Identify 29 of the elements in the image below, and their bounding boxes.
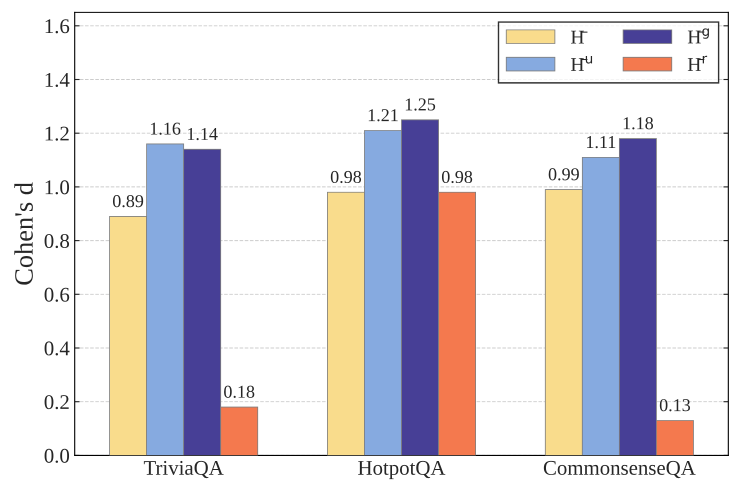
y-tick-label: 0.4 (44, 341, 70, 356)
data-label: 1.16 (150, 122, 180, 135)
y-tick-label: 1.6 (46, 19, 70, 34)
data-label: 0.99 (548, 168, 579, 180)
y-tick-label: 0.6 (44, 288, 70, 302)
data-label: 1.11 (586, 136, 616, 148)
y-axis-title: Cohen's d (14, 182, 33, 285)
x-tick-label: HotpotQA (358, 460, 446, 480)
data-label: 0.13 (660, 399, 690, 412)
y-tick-label: 0.0 (44, 448, 70, 463)
data-label: 1.21 (368, 109, 398, 122)
y-tick-label: 0.8 (44, 234, 70, 248)
legend-label: H̄$^{u}$ (570, 56, 592, 71)
y-tick-label: 0.2 (44, 395, 69, 410)
legend-label: H̄$^{r}$ (688, 56, 708, 71)
x-tick-label: CommonsenseQA (544, 460, 696, 478)
data-label: 0.98 (442, 170, 472, 184)
legend-label: H̄$^{g}$ (688, 28, 709, 44)
y-tick-label: 1.2 (46, 126, 69, 141)
data-label: 1.25 (406, 98, 436, 111)
data-label: 0.89 (112, 195, 144, 208)
data-label: 1.14 (188, 128, 218, 140)
data-label: 0.18 (224, 386, 254, 398)
y-tick-label: 1.0 (46, 180, 70, 194)
x-tick-label: TriviaQA (144, 460, 224, 478)
data-label: 0.98 (330, 170, 362, 184)
y-tick-label: 1.4 (46, 72, 70, 88)
data-label: 1.18 (624, 117, 654, 130)
legend-label: H̄ (570, 30, 588, 44)
